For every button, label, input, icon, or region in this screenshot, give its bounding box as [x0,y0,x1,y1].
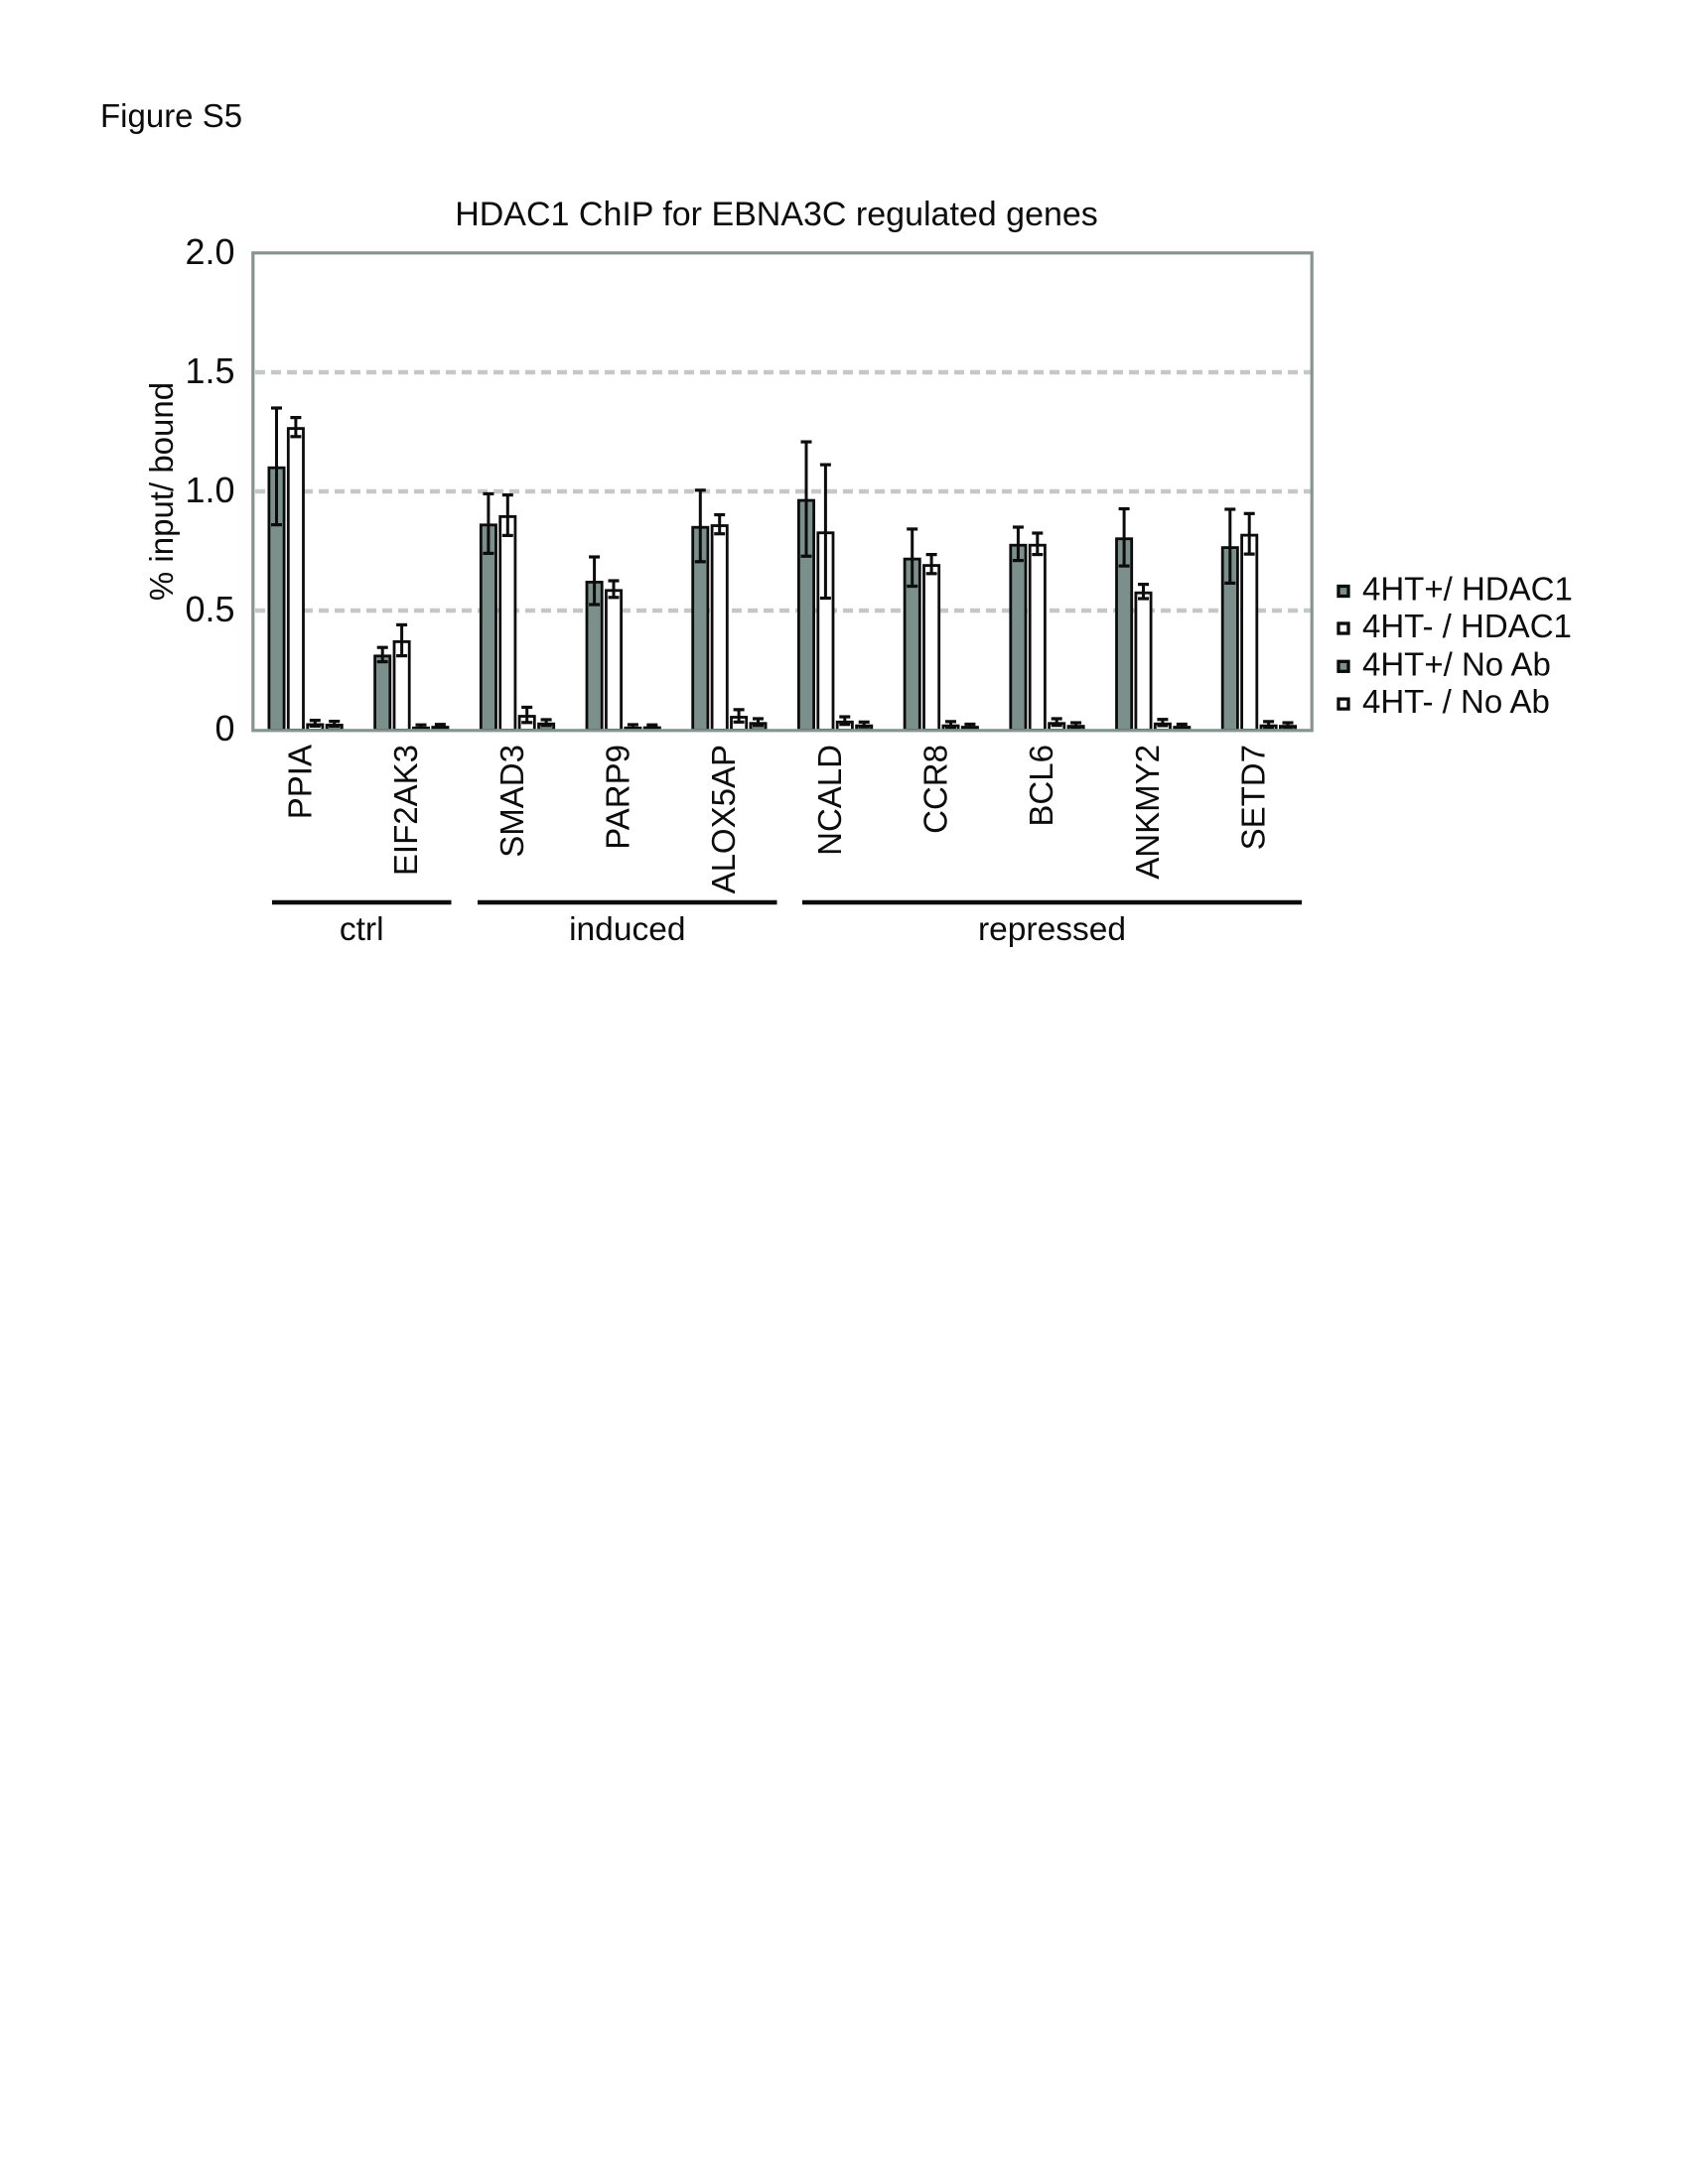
svg-text:4HT+/ HDAC1: 4HT+/ HDAC1 [1362,571,1573,608]
svg-text:SMAD3: SMAD3 [493,745,530,858]
svg-text:% input/ bound: % input/ bound [143,382,180,601]
svg-text:4HT- / HDAC1: 4HT- / HDAC1 [1362,608,1572,644]
svg-text:EIF2AK3: EIF2AK3 [387,745,424,876]
svg-text:ctrl: ctrl [340,911,384,948]
svg-text:ALOX5AP: ALOX5AP [705,745,742,893]
svg-text:NCALD: NCALD [811,745,848,856]
svg-text:4HT+/ No Ab: 4HT+/ No Ab [1362,645,1551,682]
svg-text:repressed: repressed [978,911,1126,948]
svg-text:ANKMY2: ANKMY2 [1129,745,1166,880]
svg-text:PARP9: PARP9 [600,745,636,850]
svg-text:CCR8: CCR8 [917,745,954,834]
svg-text:1.5: 1.5 [185,350,234,391]
svg-text:PPIA: PPIA [281,745,318,819]
svg-text:2.0: 2.0 [185,231,234,272]
svg-text:Figure S5: Figure S5 [100,97,242,134]
svg-text:1.0: 1.0 [185,470,234,510]
svg-text:BCL6: BCL6 [1023,745,1059,827]
svg-text:HDAC1 ChIP for EBNA3C regulate: HDAC1 ChIP for EBNA3C regulated genes [455,196,1098,233]
svg-text:4HT- / No Ab: 4HT- / No Ab [1362,683,1550,720]
svg-text:0.5: 0.5 [185,589,234,629]
svg-text:SETD7: SETD7 [1235,745,1272,850]
svg-text:0: 0 [214,708,234,749]
svg-text:induced: induced [569,911,685,948]
